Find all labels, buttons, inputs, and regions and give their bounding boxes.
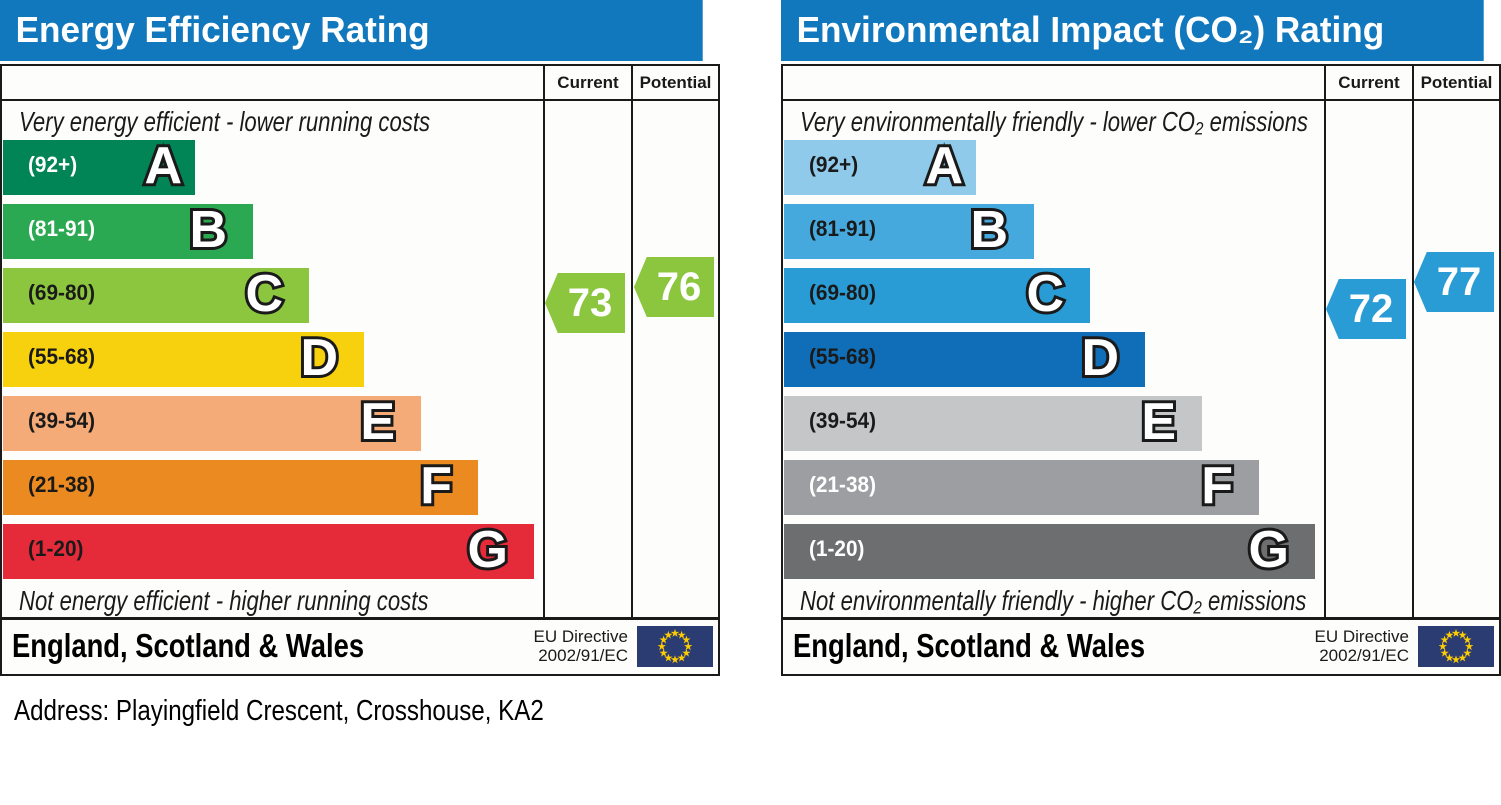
column-divider	[1412, 66, 1414, 617]
band-range-label: (21-38)	[809, 472, 877, 497]
band-d: (55-68) D	[3, 326, 364, 390]
environmental-title-bar: Environmental Impact (CO₂) Rating	[781, 0, 1484, 61]
table-body: Current Potential Very environmentally f…	[783, 66, 1499, 674]
band-letter: G	[465, 518, 512, 582]
bottom-caption: Not environmentally friendly - higher CO…	[800, 585, 1307, 616]
current-rating-arrow: 72	[1326, 279, 1406, 339]
band-range-label: (69-80)	[28, 280, 96, 305]
band-e: (39-54) E	[784, 390, 1202, 454]
current-rating-value: 73	[567, 281, 613, 325]
band-range-label: (55-68)	[28, 344, 96, 369]
band-range-label: (1-20)	[809, 536, 865, 561]
current-column-header: Current	[1338, 73, 1400, 92]
band-d: (55-68) D	[784, 326, 1145, 390]
footer-row: England, Scotland & Wales EU Directive 2…	[2, 620, 718, 674]
band-range-label: (81-91)	[809, 216, 877, 241]
current-rating-value: 72	[1348, 287, 1394, 331]
band-letter: E	[357, 390, 398, 454]
band-range-label: (92+)	[28, 152, 78, 177]
band-range-label: (69-80)	[809, 280, 877, 305]
band-g: (1-20) G	[784, 518, 1315, 582]
header-divider	[783, 99, 1499, 101]
eu-flag-icon	[1418, 626, 1494, 667]
band-letter: A	[141, 134, 184, 198]
footer-row: England, Scotland & Wales EU Directive 2…	[783, 620, 1499, 674]
band-letter: C	[242, 262, 285, 326]
band-range-label: (55-68)	[809, 344, 877, 369]
environmental-impact-panel: Environmental Impact (CO₂) Rating Curren…	[781, 0, 1501, 676]
eu-flag-icon	[637, 626, 713, 667]
band-letter: G	[1246, 518, 1293, 582]
band-letter: C	[1023, 262, 1066, 326]
potential-rating-value: 76	[656, 265, 702, 309]
region-label: England, Scotland & Wales	[793, 627, 1146, 664]
eu-directive-line2: 2002/91/EC	[538, 646, 628, 665]
table-body: Current Potential Very energy efficient …	[2, 66, 718, 674]
band-letter: E	[1138, 390, 1179, 454]
band-range-label: (21-38)	[28, 472, 96, 497]
band-g: (1-20) G	[3, 518, 534, 582]
potential-column-header: Potential	[1420, 73, 1493, 92]
band-b: (81-91) B	[784, 198, 1034, 262]
band-range-label: (39-54)	[809, 408, 877, 433]
band-range-label: (1-20)	[28, 536, 84, 561]
band-f: (21-38) F	[784, 454, 1259, 518]
band-range-label: (81-91)	[28, 216, 96, 241]
top-caption: Very environmentally friendly - lower CO…	[800, 106, 1308, 137]
eu-flag-stars	[657, 628, 693, 664]
footer-divider	[783, 617, 1499, 620]
band-letter: F	[1198, 454, 1236, 518]
address-line: Address: Playingfield Crescent, Crosshou…	[14, 695, 544, 727]
band-e: (39-54) E	[3, 390, 421, 454]
potential-rating-value: 77	[1436, 260, 1482, 304]
band-range-label: (39-54)	[28, 408, 96, 433]
eu-directive-line1: EU Directive	[1314, 627, 1409, 646]
current-column-header: Current	[557, 73, 619, 92]
eu-directive-label: EU Directive 2002/91/EC	[428, 627, 628, 665]
energy-efficiency-panel: Energy Efficiency Rating Current Potenti…	[0, 0, 720, 676]
band-letter: D	[297, 326, 340, 390]
environmental-table: Current Potential Very environmentally f…	[781, 64, 1501, 676]
bottom-caption: Not energy efficient - higher running co…	[19, 585, 429, 616]
band-a: (92+) A	[3, 134, 195, 198]
band-a: (92+) A	[784, 134, 976, 198]
eu-directive-line2: 2002/91/EC	[1319, 646, 1409, 665]
band-c: (69-80) C	[784, 262, 1090, 326]
eu-directive-line1: EU Directive	[533, 627, 628, 646]
band-letter: D	[1078, 326, 1121, 390]
band-letter: B	[186, 198, 229, 262]
potential-column-header: Potential	[639, 73, 712, 92]
band-range-label: (92+)	[809, 152, 859, 177]
energy-title-bar: Energy Efficiency Rating	[0, 0, 703, 61]
band-f: (21-38) F	[3, 454, 478, 518]
band-letter: B	[967, 198, 1010, 262]
footer-divider	[2, 617, 718, 620]
eu-directive-label: EU Directive 2002/91/EC	[1209, 627, 1409, 665]
band-b: (81-91) B	[3, 198, 253, 262]
header-divider	[2, 99, 718, 101]
potential-rating-arrow: 76	[634, 257, 714, 317]
eu-flag-stars	[1438, 628, 1474, 664]
column-divider	[543, 66, 545, 617]
band-c: (69-80) C	[3, 262, 309, 326]
band-letter: F	[417, 454, 455, 518]
energy-table: Current Potential Very energy efficient …	[0, 64, 720, 676]
potential-rating-arrow: 77	[1414, 252, 1494, 312]
top-caption: Very energy efficient - lower running co…	[19, 106, 431, 137]
column-divider	[1324, 66, 1326, 617]
column-divider	[631, 66, 633, 617]
current-rating-arrow: 73	[545, 273, 625, 333]
band-letter: A	[922, 134, 965, 198]
region-label: England, Scotland & Wales	[12, 627, 365, 664]
